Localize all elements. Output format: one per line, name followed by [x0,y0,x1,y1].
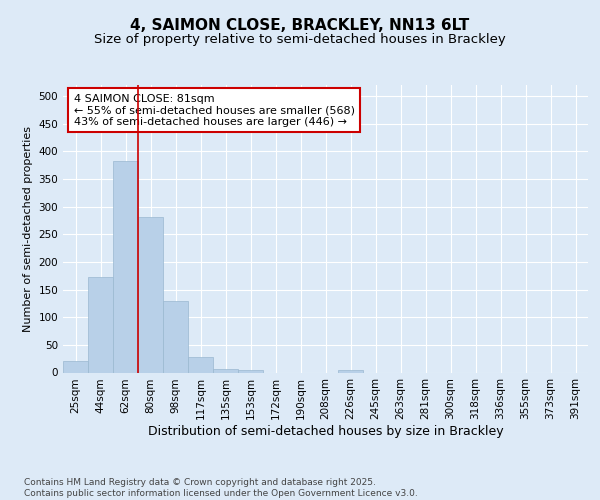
Bar [238,370,263,372]
Bar [113,160,138,372]
X-axis label: Distribution of semi-detached houses by size in Brackley: Distribution of semi-detached houses by … [148,425,503,438]
Bar [188,357,213,372]
Bar [138,216,163,372]
Bar [163,300,188,372]
Bar [88,278,113,372]
Text: 4, SAIMON CLOSE, BRACKLEY, NN13 6LT: 4, SAIMON CLOSE, BRACKLEY, NN13 6LT [130,18,470,32]
Text: Contains HM Land Registry data © Crown copyright and database right 2025.
Contai: Contains HM Land Registry data © Crown c… [24,478,418,498]
Bar [213,368,238,372]
Text: Size of property relative to semi-detached houses in Brackley: Size of property relative to semi-detach… [94,32,506,46]
Text: 4 SAIMON CLOSE: 81sqm
← 55% of semi-detached houses are smaller (568)
43% of sem: 4 SAIMON CLOSE: 81sqm ← 55% of semi-deta… [74,94,355,127]
Bar [63,362,88,372]
Y-axis label: Number of semi-detached properties: Number of semi-detached properties [23,126,33,332]
Bar [338,370,363,372]
